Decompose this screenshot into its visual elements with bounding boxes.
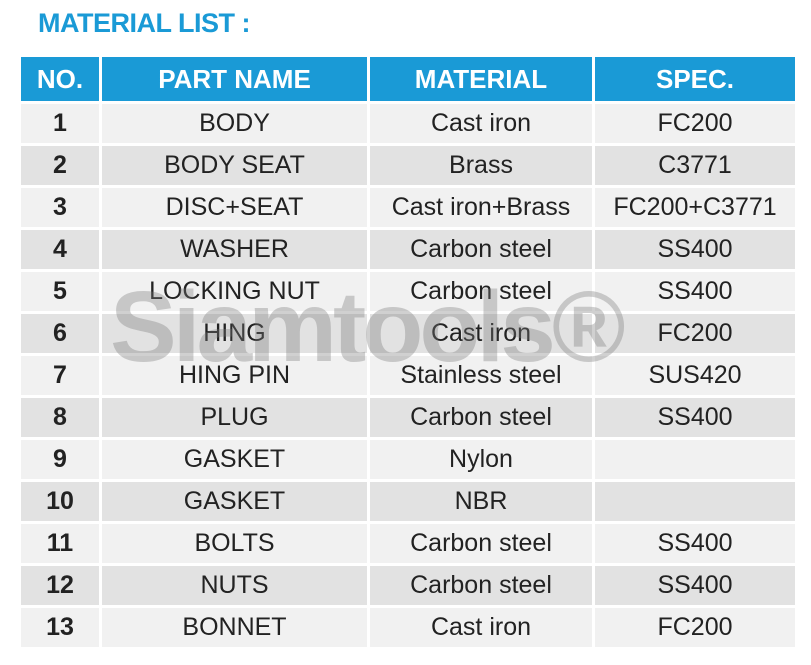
table-cell: Brass: [370, 146, 592, 185]
column-header: SPEC.: [595, 57, 795, 101]
table-row: 13 BONNET Cast iron FC200: [21, 608, 795, 647]
row-number: 11: [21, 524, 99, 563]
table-cell: Carbon steel: [370, 272, 592, 311]
table-cell: FC200: [595, 104, 795, 143]
table-cell: DISC+SEAT: [102, 188, 367, 227]
table-cell: PLUG: [102, 398, 367, 437]
table-row: 11 BOLTS Carbon steel SS400: [21, 524, 795, 563]
row-number: 3: [21, 188, 99, 227]
table-cell: FC200: [595, 608, 795, 647]
table-cell: SUS420: [595, 356, 795, 395]
table-cell: Stainless steel: [370, 356, 592, 395]
table-cell: Cast iron: [370, 104, 592, 143]
table-row: 1 BODY Cast iron FC200: [21, 104, 795, 143]
table-cell: NUTS: [102, 566, 367, 605]
table-cell: BODY: [102, 104, 367, 143]
table-cell: Carbon steel: [370, 230, 592, 269]
table-cell: FC200: [595, 314, 795, 353]
row-number: 12: [21, 566, 99, 605]
table-row: 5 LOCKING NUT Carbon steel SS400: [21, 272, 795, 311]
table-cell: [595, 482, 795, 521]
table-row: 10 GASKET NBR: [21, 482, 795, 521]
column-header: PART NAME: [102, 57, 367, 101]
table-cell: Nylon: [370, 440, 592, 479]
row-number: 5: [21, 272, 99, 311]
column-header: NO.: [21, 57, 99, 101]
table-cell: GASKET: [102, 440, 367, 479]
row-number: 9: [21, 440, 99, 479]
table-cell: WASHER: [102, 230, 367, 269]
table-cell: LOCKING NUT: [102, 272, 367, 311]
table-cell: Cast iron: [370, 314, 592, 353]
title: MATERIAL LIST :: [38, 8, 250, 38]
table-cell: SS400: [595, 398, 795, 437]
column-header: MATERIAL: [370, 57, 592, 101]
table-cell: SS400: [595, 230, 795, 269]
row-number: 10: [21, 482, 99, 521]
row-number: 4: [21, 230, 99, 269]
table-row: 6 HING Cast iron FC200: [21, 314, 795, 353]
table-cell: BOLTS: [102, 524, 367, 563]
table-cell: Carbon steel: [370, 566, 592, 605]
table-body: 1 BODY Cast iron FC200 2 BODY SEAT Brass C3771 3…: [21, 104, 795, 647]
table-row: 8 PLUG Carbon steel SS400: [21, 398, 795, 437]
table-row: 3 DISC+SEAT Cast iron+Brass FC200+C3771: [21, 188, 795, 227]
table-cell: GASKET: [102, 482, 367, 521]
table-cell: NBR: [370, 482, 592, 521]
material-table: NO. PART NAME MATERIAL SPEC. 1 BODY Cast iron…: [18, 54, 798, 650]
table-cell: HING PIN: [102, 356, 367, 395]
header-row: NO. PART NAME MATERIAL SPEC.: [21, 57, 795, 101]
table-cell: BONNET: [102, 608, 367, 647]
row-number: 1: [21, 104, 99, 143]
row-number: 8: [21, 398, 99, 437]
table-cell: FC200+C3771: [595, 188, 795, 227]
table-row: 12 NUTS Carbon steel SS400: [21, 566, 795, 605]
table-cell: Cast iron: [370, 608, 592, 647]
table-row: 9 GASKET Nylon: [21, 440, 795, 479]
table-row: 7 HING PIN Stainless steel SUS420: [21, 356, 795, 395]
row-number: 7: [21, 356, 99, 395]
table-cell: Cast iron+Brass: [370, 188, 592, 227]
table-row: 4 WASHER Carbon steel SS400: [21, 230, 795, 269]
table-cell: BODY SEAT: [102, 146, 367, 185]
table-cell: SS400: [595, 566, 795, 605]
table-cell: [595, 440, 795, 479]
table-cell: Carbon steel: [370, 398, 592, 437]
table-cell: SS400: [595, 272, 795, 311]
table-cell: HING: [102, 314, 367, 353]
table-row: 2 BODY SEAT Brass C3771: [21, 146, 795, 185]
row-number: 2: [21, 146, 99, 185]
table-cell: SS400: [595, 524, 795, 563]
row-number: 13: [21, 608, 99, 647]
row-number: 6: [21, 314, 99, 353]
table-cell: C3771: [595, 146, 795, 185]
table-cell: Carbon steel: [370, 524, 592, 563]
